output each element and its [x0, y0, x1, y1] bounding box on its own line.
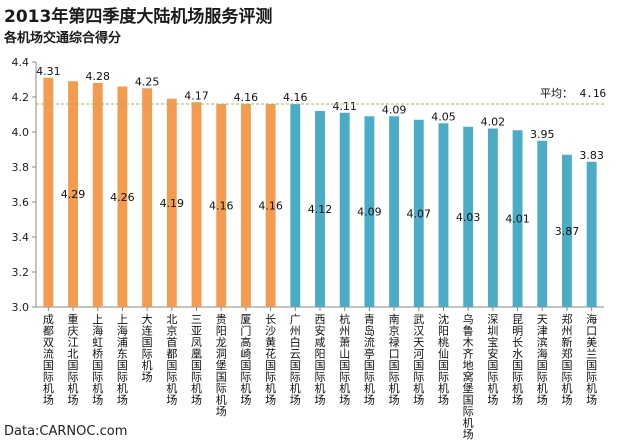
data-label: 4.16: [258, 200, 283, 213]
data-label: 4.28: [85, 70, 110, 83]
category-label: 海口美兰国际机场: [586, 312, 597, 407]
y-tick-label: 3.2: [12, 266, 30, 279]
y-tick-label: 3.0: [12, 301, 30, 314]
data-label: 4.16: [283, 91, 308, 104]
average-label: 平均： 4.16: [540, 87, 606, 100]
bar: [142, 88, 153, 307]
category-label: 西安咸阳国际机场: [315, 313, 326, 407]
data-label: 4.16: [209, 200, 234, 213]
category-label: 昆明长水国际机场: [512, 313, 523, 407]
bar: [339, 112, 350, 307]
category-label: 重庆江北国际机场: [68, 312, 79, 407]
category-label: 厦门高崎国际机场: [240, 313, 251, 407]
bar: [487, 128, 498, 307]
data-label: 4.02: [481, 116, 506, 129]
data-label: 3.83: [579, 149, 604, 162]
bar: [117, 86, 128, 307]
chart-title: 2013年第四季度大陆机场服务评测: [4, 7, 273, 27]
data-label: 4.29: [61, 188, 86, 201]
y-tick-label: 3.8: [12, 161, 30, 174]
category-label: 青岛流亭国际机场: [364, 313, 375, 407]
data-label: 4.26: [110, 191, 135, 204]
bar: [315, 111, 325, 307]
category-label: 深圳宝安国际机场: [487, 313, 498, 407]
category-label: 贵阳龙洞堡国际机场: [216, 313, 227, 418]
bar: [290, 104, 301, 307]
data-label: 4.11: [332, 100, 357, 113]
data-label: 4.09: [382, 103, 407, 116]
bar: [562, 154, 572, 307]
data-label: 4.19: [160, 197, 185, 210]
category-label: 南京禄口国际机场: [389, 313, 400, 407]
chart-subtitle: 各机场交通综合得分: [4, 31, 122, 46]
category-label: 广州白云国际机场: [290, 313, 301, 407]
category-label: 杭州萧山国际机场: [339, 312, 350, 407]
bar: [389, 116, 400, 307]
data-label: 4.03: [456, 211, 481, 224]
bar: [463, 126, 474, 307]
y-tick-label: 3.4: [12, 231, 30, 244]
category-label: 北京首都国际机场: [166, 313, 177, 407]
category-label: 武汉天河国际机场: [413, 313, 424, 407]
bar: [43, 77, 54, 307]
y-tick-label: 4.4: [12, 56, 30, 69]
y-tick-label: 4.2: [12, 91, 30, 104]
bar: [265, 104, 276, 307]
data-label: 3.95: [530, 128, 555, 141]
bar: [413, 119, 424, 307]
category-label: 长沙黄花国际机场: [265, 313, 276, 407]
data-label: 4.09: [357, 206, 382, 219]
category-label: 郑州新郑国际机场: [561, 312, 572, 407]
bar: [166, 98, 177, 307]
data-label: 4.17: [184, 89, 209, 102]
data-label: 3.87: [555, 225, 580, 238]
category-label: 成都双流国际机场: [43, 313, 54, 407]
bar: [191, 102, 202, 307]
data-label: 4.31: [36, 65, 61, 78]
data-label: 4.16: [234, 91, 259, 104]
category-label: 上海浦东国际机场: [117, 313, 128, 407]
bar: [364, 116, 375, 307]
y-tick-label: 3.6: [12, 196, 30, 209]
bar: [92, 83, 103, 307]
bar: [438, 123, 449, 307]
category-label: 三亚凤凰国际机场: [191, 313, 202, 407]
category-label: 乌鲁木齐地窝堡国际机场: [463, 312, 474, 441]
data-label: 4.25: [135, 75, 160, 88]
data-label: 4.05: [431, 110, 456, 123]
bar: [216, 104, 227, 307]
data-source: Data:CARNOC.com: [4, 424, 128, 439]
bar: [68, 81, 78, 307]
bar: [586, 161, 597, 307]
y-tick-label: 4.0: [12, 126, 30, 139]
data-label: 4.07: [407, 207, 432, 220]
data-label: 4.12: [308, 203, 333, 216]
bar: [512, 130, 523, 307]
category-label: 上海虹桥国际机场: [92, 313, 103, 407]
data-label: 4.01: [505, 213, 530, 226]
category-label: 天津滨海国际机场: [537, 313, 548, 407]
category-label: 沈阳桃仙国际机场: [438, 312, 449, 407]
bar: [240, 104, 251, 307]
category-label: 大连国际机场: [142, 312, 153, 384]
bar: [537, 140, 548, 307]
